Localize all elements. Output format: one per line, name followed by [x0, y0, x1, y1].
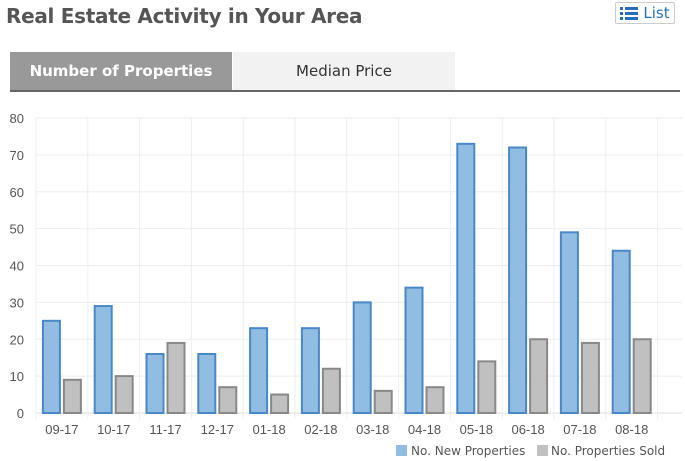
y-tick-label: 20	[10, 332, 24, 347]
y-tick-label: 30	[10, 295, 24, 310]
x-tick-label: 08-18	[615, 422, 648, 437]
y-tick-label: 50	[10, 222, 24, 237]
bar-properties-sold	[477, 360, 497, 414]
bar-new-properties	[197, 353, 217, 414]
y-tick-label: 0	[17, 406, 24, 421]
x-tick-label: 10-17	[97, 422, 130, 437]
bar-new-properties	[93, 305, 113, 414]
y-tick-label: 80	[10, 111, 24, 126]
bar-new-properties	[404, 286, 424, 414]
x-tick-label: 03-18	[356, 422, 389, 437]
x-tick-label: 05-18	[460, 422, 493, 437]
bar-new-properties	[611, 249, 631, 414]
bar-new-properties	[508, 146, 528, 414]
list-label: List	[643, 4, 670, 22]
list-button[interactable]: List	[615, 2, 675, 24]
legend-label-new: No. New Properties	[411, 444, 525, 458]
bar-new-properties	[145, 353, 165, 414]
bar-properties-sold	[580, 341, 600, 414]
x-tick-label: 07-18	[563, 422, 596, 437]
x-tick-label: 11-17	[149, 422, 181, 437]
bar-properties-sold	[373, 389, 393, 414]
y-tick-label: 40	[10, 259, 24, 274]
y-tick-label: 60	[10, 185, 24, 200]
bar-new-properties	[352, 301, 372, 414]
x-tick-label: 06-18	[511, 422, 544, 437]
bar-new-properties	[249, 327, 269, 414]
x-tick-label: 12-17	[201, 422, 234, 437]
bar-properties-sold	[218, 386, 238, 414]
bar-properties-sold	[62, 378, 82, 414]
bar-properties-sold	[425, 386, 445, 414]
tab-number-of-properties[interactable]: Number of Properties	[10, 52, 232, 90]
legend-label-sold: No. Properties Sold	[551, 444, 665, 458]
bar-new-properties	[456, 142, 476, 414]
x-tick-label: 09-17	[45, 422, 78, 437]
legend-swatch-new	[396, 445, 407, 456]
y-tick-label: 10	[10, 369, 24, 384]
bar-properties-sold	[321, 367, 341, 414]
x-tick-label: 01-18	[252, 422, 285, 437]
bar-new-properties	[300, 327, 320, 414]
y-tick-label: 70	[10, 148, 24, 163]
bar-properties-sold	[166, 341, 186, 414]
list-icon	[620, 7, 639, 20]
x-tick-label: 02-18	[304, 422, 337, 437]
tab-bar: Number of Properties Median Price	[10, 52, 680, 92]
bar-properties-sold	[529, 338, 549, 414]
page-title: Real Estate Activity in Your Area	[6, 4, 363, 28]
bar-properties-sold	[270, 393, 290, 414]
legend-swatch-sold	[537, 445, 548, 456]
x-tick-label: 04-18	[408, 422, 441, 437]
tab-median-price[interactable]: Median Price	[233, 52, 455, 90]
bar-properties-sold	[114, 375, 134, 414]
bar-properties-sold	[632, 338, 652, 414]
bar-new-properties	[41, 319, 61, 414]
bar-new-properties	[559, 231, 579, 414]
